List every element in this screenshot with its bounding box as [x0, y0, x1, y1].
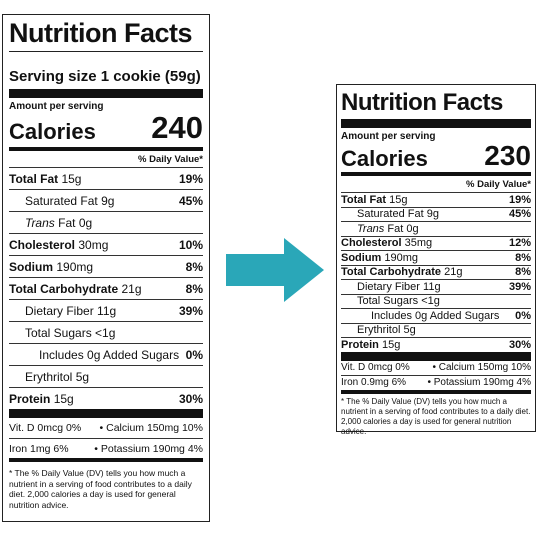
nutrient-row: Includes 0g Added Sugars 0%: [341, 308, 531, 323]
nutrient-row: Saturated Fat 9g 45%: [9, 189, 203, 211]
vitamin-row: Iron 1mg 6% • Potassium 190mg 4%: [9, 438, 203, 458]
arrow-right-icon: [226, 238, 324, 302]
nutrient-row: Dietary Fiber 11g 39%: [9, 299, 203, 321]
daily-value-header: % Daily Value*: [466, 179, 531, 190]
nutrient-row: Cholesterol 35mg 12%: [341, 235, 531, 250]
calories-value: 230: [484, 140, 531, 171]
footnote: * The % Daily Value (DV) tells you how m…: [341, 396, 531, 436]
calories-row: Calories 240: [9, 112, 203, 143]
nutrient-row: Total Fat 15g 19%: [341, 192, 531, 206]
nutrition-label-left: Nutrition Facts Serving size 1 cookie (5…: [2, 14, 210, 522]
nutrient-row: Trans Fat 0g: [341, 221, 531, 236]
nutrient-row: Saturated Fat 9g 45%: [341, 206, 531, 222]
nutrient-row: Sodium 190mg 8%: [9, 255, 203, 277]
calories-label: Calories: [9, 119, 96, 144]
footnote: * The % Daily Value (DV) tells you how m…: [9, 468, 192, 510]
nutrient-row: Includes 0g Added Sugars 0%: [9, 343, 203, 365]
calories-value: 240: [151, 110, 203, 145]
nutrient-row: Total Sugars <1g: [341, 293, 531, 309]
nutrition-label-right: Nutrition Facts Amount per serving Calor…: [336, 84, 536, 436]
vitamin-row: Iron 0.9mg 6% • Potassium 190mg 4%: [341, 375, 531, 390]
label-title: Nutrition Facts: [9, 18, 193, 48]
vitamin-row: Vit. D 0mcg 0% • Calcium 150mg 10%: [341, 362, 531, 374]
label-title: Nutrition Facts: [341, 89, 503, 116]
arrow-shape: [226, 238, 324, 302]
amount-per-serving: Amount per serving: [9, 101, 104, 112]
serving-size: Serving size 1 cookie (59g): [9, 68, 201, 85]
nutrient-row: Total Fat 15g 19%: [9, 167, 203, 189]
amount-per-serving: Amount per serving: [341, 131, 436, 142]
nutrient-row: Erythritol 5g: [9, 365, 203, 387]
daily-value-header: % Daily Value*: [138, 154, 203, 165]
calories-label: Calories: [341, 146, 428, 171]
nutrient-row: Cholesterol 30mg 10%: [9, 233, 203, 255]
nutrient-row: Total Sugars <1g: [9, 321, 203, 343]
nutrient-row: Protein 15g 30%: [9, 387, 203, 409]
nutrient-row: Protein 15g 30%: [341, 337, 531, 351]
nutrient-row: Erythritol 5g: [341, 322, 531, 338]
vitamin-row: Vit. D 0mcg 0% • Calcium 150mg 10%: [9, 422, 203, 434]
nutrient-row: Sodium 190mg 8%: [341, 250, 531, 264]
nutrient-row: Trans Fat 0g: [9, 211, 203, 233]
calories-row: Calories 230: [341, 142, 531, 170]
nutrient-row: Dietary Fiber 11g 39%: [341, 279, 531, 294]
nutrient-row: Total Carbohydrate 21g 8%: [341, 264, 531, 279]
nutrient-row: Total Carbohydrate 21g 8%: [9, 277, 203, 299]
